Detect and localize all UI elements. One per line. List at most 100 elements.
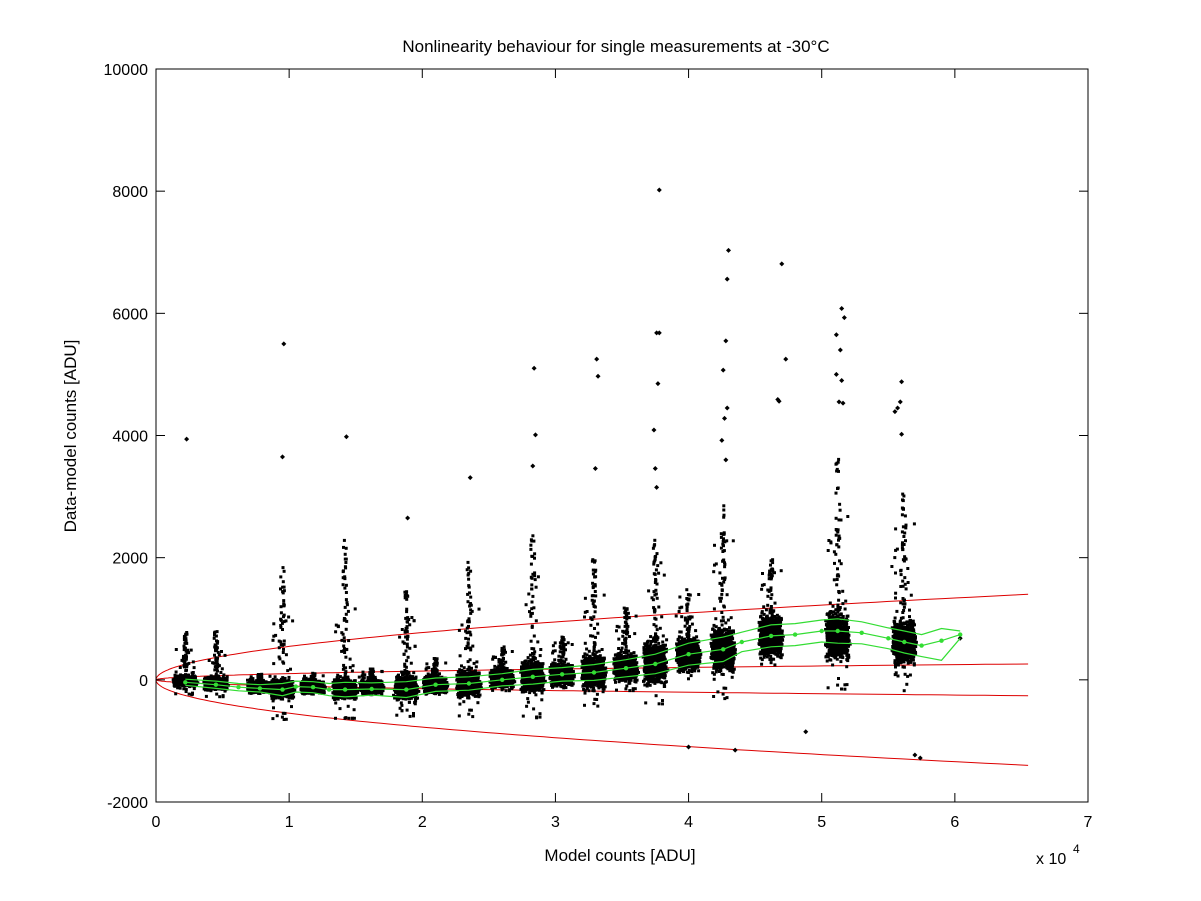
data-point	[281, 566, 285, 570]
data-point	[193, 679, 197, 683]
data-point	[260, 681, 264, 685]
data-point	[319, 683, 322, 687]
data-point	[215, 675, 219, 679]
data-point	[248, 677, 252, 681]
data-point	[302, 692, 306, 696]
data-point	[290, 689, 293, 693]
data-point	[280, 715, 284, 719]
data-point	[277, 695, 281, 699]
data-point	[215, 630, 219, 634]
data-point	[184, 669, 188, 673]
data-point	[287, 675, 291, 679]
data-point	[184, 638, 188, 642]
data-point	[178, 678, 182, 682]
data-point	[213, 643, 217, 647]
data-point	[282, 615, 285, 619]
data-point	[179, 673, 183, 677]
data-point	[216, 650, 220, 654]
data-point	[257, 684, 261, 688]
data-point	[178, 682, 181, 686]
data-point	[185, 641, 189, 645]
data-point	[208, 677, 212, 681]
data-point	[281, 580, 285, 584]
data-point	[279, 575, 283, 579]
data-point	[215, 641, 219, 645]
data-point	[176, 681, 180, 685]
data-point	[212, 685, 216, 689]
data-point	[271, 694, 275, 698]
data-point	[185, 651, 189, 655]
data-point	[184, 632, 188, 636]
data-point	[175, 678, 179, 682]
data-point	[257, 676, 260, 680]
data-point	[217, 653, 221, 657]
data-point	[213, 653, 216, 657]
data-point	[257, 682, 261, 686]
data-point	[218, 695, 222, 699]
data-point	[279, 640, 283, 644]
data-point	[192, 666, 196, 670]
data-point	[352, 716, 356, 720]
data-point	[272, 622, 276, 626]
data-point	[281, 660, 285, 664]
data-point	[213, 645, 217, 649]
data-point	[283, 711, 287, 715]
data-point	[270, 696, 274, 700]
data-point	[182, 678, 185, 682]
data-point	[174, 670, 178, 674]
data-point	[185, 655, 188, 659]
data-point	[189, 680, 193, 683]
data-point	[174, 692, 178, 696]
data-point	[186, 648, 190, 652]
data-point	[213, 633, 216, 637]
data-point	[290, 696, 294, 700]
data-point	[213, 668, 217, 672]
data-point	[216, 669, 219, 673]
data-point	[187, 661, 191, 665]
data-point	[272, 634, 276, 638]
data-point	[191, 673, 195, 676]
data-point	[281, 711, 285, 715]
data-point	[211, 680, 215, 684]
data-point	[279, 587, 282, 591]
data-point	[290, 705, 293, 709]
data-point	[208, 680, 211, 684]
data-point	[213, 631, 216, 635]
data-point	[189, 648, 193, 652]
data-point	[263, 681, 267, 685]
data-point	[273, 688, 277, 692]
data-point	[215, 647, 219, 651]
data-point	[248, 688, 252, 691]
data-point	[285, 695, 289, 699]
data-point	[214, 672, 218, 676]
data-point	[246, 684, 250, 688]
data-point	[289, 667, 292, 671]
data-point	[284, 717, 288, 721]
data-point	[259, 675, 263, 678]
data-point	[282, 613, 286, 617]
data-point	[274, 678, 278, 682]
data-point	[181, 682, 185, 686]
data-point	[315, 683, 319, 687]
data-point	[281, 643, 284, 647]
data-point	[275, 714, 279, 718]
data-point	[271, 638, 275, 642]
data-point	[171, 678, 175, 682]
data-point	[181, 674, 185, 678]
data-point	[183, 646, 186, 650]
data-point	[302, 688, 306, 692]
data-point	[217, 682, 221, 686]
data-point	[183, 684, 187, 688]
data-point	[178, 666, 182, 669]
data-point	[340, 649, 344, 653]
data-point	[246, 678, 249, 682]
data-point	[212, 636, 216, 640]
data-point	[283, 676, 287, 680]
data-point	[249, 675, 253, 679]
data-point	[219, 681, 223, 685]
data-point	[215, 665, 219, 669]
data-point	[280, 679, 284, 682]
data-point	[173, 680, 177, 684]
data-point	[182, 654, 185, 658]
